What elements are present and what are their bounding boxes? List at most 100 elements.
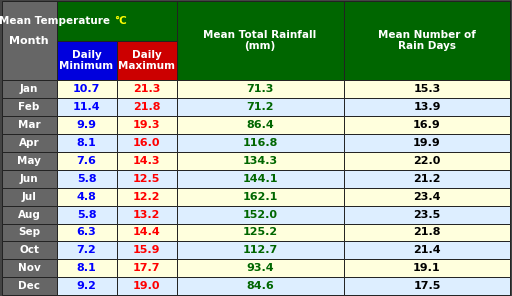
Text: Dec: Dec: [18, 281, 40, 291]
Text: 6.3: 6.3: [77, 227, 96, 237]
Bar: [2, 1, 56, 80]
Bar: [2, 98, 56, 116]
Bar: [117, 223, 177, 242]
Bar: [56, 1, 177, 41]
Text: Jan: Jan: [20, 84, 38, 94]
Bar: [177, 259, 344, 277]
Bar: [344, 1, 510, 80]
Bar: [2, 277, 56, 295]
Bar: [177, 134, 344, 152]
Bar: [344, 242, 510, 259]
Bar: [344, 223, 510, 242]
Bar: [177, 152, 344, 170]
Bar: [117, 116, 177, 134]
Text: 71.3: 71.3: [246, 84, 274, 94]
Text: 21.8: 21.8: [413, 227, 441, 237]
Bar: [56, 242, 117, 259]
Bar: [344, 152, 510, 170]
Text: Apr: Apr: [19, 138, 39, 148]
Text: 16.0: 16.0: [133, 138, 160, 148]
Text: 15.3: 15.3: [413, 84, 441, 94]
Text: 22.0: 22.0: [413, 156, 441, 166]
Bar: [2, 188, 56, 206]
Bar: [56, 277, 117, 295]
Bar: [117, 134, 177, 152]
Text: Mean Total Rainfall
(mm): Mean Total Rainfall (mm): [203, 30, 317, 52]
Text: 21.8: 21.8: [133, 102, 160, 112]
Text: 17.7: 17.7: [133, 263, 160, 273]
Text: 8.1: 8.1: [77, 138, 96, 148]
Bar: [117, 152, 177, 170]
Text: Jul: Jul: [22, 192, 36, 202]
Bar: [2, 152, 56, 170]
Text: 71.2: 71.2: [246, 102, 274, 112]
Text: 17.5: 17.5: [413, 281, 441, 291]
Text: 125.2: 125.2: [243, 227, 278, 237]
Bar: [177, 1, 344, 80]
Bar: [2, 223, 56, 242]
Bar: [177, 80, 344, 98]
Text: 23.5: 23.5: [413, 210, 441, 220]
Text: 21.4: 21.4: [413, 245, 441, 255]
Bar: [56, 206, 117, 223]
Bar: [2, 259, 56, 277]
Bar: [117, 206, 177, 223]
Bar: [56, 98, 117, 116]
Text: Nov: Nov: [17, 263, 40, 273]
Bar: [117, 41, 177, 80]
Text: Aug: Aug: [17, 210, 40, 220]
Bar: [56, 134, 117, 152]
Text: Feb: Feb: [18, 102, 40, 112]
Bar: [344, 206, 510, 223]
Bar: [117, 277, 177, 295]
Bar: [177, 170, 344, 188]
Text: Daily
Maximum: Daily Maximum: [118, 50, 175, 71]
Text: 10.7: 10.7: [73, 84, 100, 94]
Bar: [344, 170, 510, 188]
Text: 7.6: 7.6: [77, 156, 96, 166]
Bar: [117, 80, 177, 98]
Bar: [177, 98, 344, 116]
Text: 162.1: 162.1: [242, 192, 278, 202]
Text: 14.3: 14.3: [133, 156, 160, 166]
Text: 9.2: 9.2: [77, 281, 96, 291]
Bar: [117, 259, 177, 277]
Text: 4.8: 4.8: [77, 192, 96, 202]
Bar: [117, 170, 177, 188]
Text: 13.2: 13.2: [133, 210, 160, 220]
Bar: [2, 116, 56, 134]
Bar: [117, 188, 177, 206]
Text: 12.2: 12.2: [133, 192, 160, 202]
Text: 134.3: 134.3: [243, 156, 278, 166]
Bar: [344, 259, 510, 277]
Text: Jun: Jun: [19, 174, 38, 184]
Text: 112.7: 112.7: [243, 245, 278, 255]
Text: 21.2: 21.2: [413, 174, 441, 184]
Bar: [56, 80, 117, 98]
Text: Mar: Mar: [18, 120, 40, 130]
Bar: [56, 170, 117, 188]
Text: 23.4: 23.4: [413, 192, 441, 202]
Text: Daily
Minimum: Daily Minimum: [59, 50, 114, 71]
Bar: [177, 188, 344, 206]
Text: 19.9: 19.9: [413, 138, 441, 148]
Text: 16.9: 16.9: [413, 120, 441, 130]
Bar: [2, 206, 56, 223]
Bar: [56, 223, 117, 242]
Text: 5.8: 5.8: [77, 174, 96, 184]
Text: 144.1: 144.1: [242, 174, 278, 184]
Bar: [177, 277, 344, 295]
Text: Month: Month: [9, 36, 49, 46]
Bar: [117, 98, 177, 116]
Text: 15.9: 15.9: [133, 245, 160, 255]
Bar: [344, 116, 510, 134]
Text: 5.8: 5.8: [77, 210, 96, 220]
Text: 8.1: 8.1: [77, 263, 96, 273]
Text: Mean Temperature: Mean Temperature: [0, 16, 114, 26]
Bar: [344, 188, 510, 206]
Bar: [177, 223, 344, 242]
Bar: [344, 80, 510, 98]
Bar: [344, 134, 510, 152]
Text: 11.4: 11.4: [73, 102, 100, 112]
Text: Sep: Sep: [18, 227, 40, 237]
